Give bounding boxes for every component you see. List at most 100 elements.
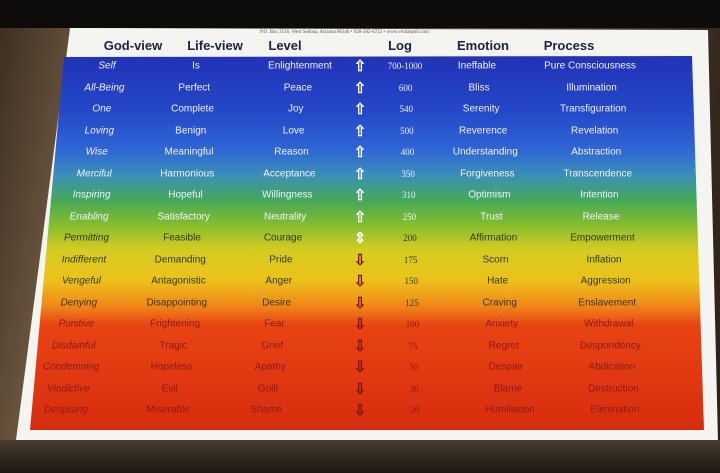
- god-view-cell: Vindictive: [47, 383, 90, 394]
- process-cell: Enslavement: [578, 297, 637, 308]
- header-god-view: God-view: [103, 38, 163, 53]
- life-view-cell: Antagonistic: [151, 275, 206, 287]
- god-view-cell: Merciful: [76, 168, 112, 179]
- arrow-down-icon: ⇩: [353, 380, 367, 398]
- log-cell: 600: [398, 82, 413, 93]
- address-line: P.O. Box 3516, West Sedona, Arizona 8634…: [260, 30, 429, 35]
- god-view-cell: Inspiring: [72, 189, 111, 201]
- level-cell: Shame: [250, 404, 282, 416]
- header-process: Process: [543, 38, 595, 53]
- log-cell: 540: [399, 104, 414, 114]
- emotion-cell: Optimism: [468, 189, 511, 201]
- process-cell: Transfiguration: [559, 103, 627, 115]
- emotion-cell: Craving: [482, 297, 517, 308]
- level-cell: Courage: [263, 232, 303, 244]
- level-cell: Desire: [262, 297, 292, 308]
- log-cell: 20: [410, 405, 420, 415]
- emotion-cell: Blame: [493, 383, 523, 394]
- life-view-cell: Is: [192, 60, 200, 72]
- god-view-cell: One: [92, 103, 112, 115]
- header-emotion: Emotion: [457, 38, 509, 53]
- god-view-cell: Denying: [60, 297, 98, 308]
- log-cell: 200: [403, 233, 417, 243]
- log-cell: 150: [404, 276, 419, 286]
- emotion-cell: Reverence: [459, 125, 508, 136]
- level-cell: Guilt: [257, 383, 279, 394]
- log-cell: 75: [408, 340, 418, 351]
- emotion-cell: Trust: [480, 211, 503, 222]
- god-view-cell: Loving: [84, 125, 115, 136]
- log-cell: 125: [405, 297, 419, 308]
- god-view-cell: Punitive: [58, 318, 95, 330]
- life-view-cell: Meaningful: [164, 146, 214, 158]
- process-cell: Abstraction: [571, 146, 622, 158]
- life-view-cell: Miserable: [146, 404, 190, 416]
- log-cell: 700-1000: [387, 61, 423, 71]
- god-view-cell: Enabling: [69, 211, 109, 222]
- arrow-down-icon: ⇩: [353, 251, 367, 269]
- arrow-up-icon: ⇧: [353, 58, 367, 75]
- arrow-down-icon: ⇩: [353, 337, 367, 355]
- emotion-cell: Scorn: [482, 254, 509, 265]
- log-cell: 175: [403, 254, 418, 265]
- arrow-up-icon: ⇧: [353, 144, 367, 161]
- life-view-cell: Frightening: [149, 318, 201, 330]
- life-view-cell: Complete: [171, 103, 214, 115]
- arrow-down-icon: ⇩: [353, 316, 367, 333]
- emotion-cell: Forgiveness: [460, 168, 515, 179]
- process-cell: Elimination: [590, 404, 640, 416]
- life-view-cell: Tragic: [159, 340, 187, 351]
- god-view-cell: Self: [98, 60, 116, 72]
- process-cell: Abdication: [588, 361, 636, 373]
- level-cell: Willingness: [261, 189, 313, 201]
- life-view-cell: Benign: [175, 125, 207, 136]
- level-cell: Apathy: [254, 361, 286, 373]
- god-view-cell: All-Being: [84, 82, 125, 93]
- arrow-up-icon: ⇧: [353, 101, 367, 118]
- process-cell: Withdrawal: [584, 318, 634, 330]
- process-cell: Revelation: [571, 125, 619, 136]
- god-view-cell: Despising: [44, 404, 88, 416]
- log-cell: 500: [400, 125, 414, 136]
- level-cell: Enlightenment: [268, 60, 332, 72]
- process-cell: Aggression: [580, 275, 631, 287]
- arrow-both-icon: ⇕: [353, 230, 367, 247]
- process-cell: Destruction: [588, 383, 639, 394]
- level-cell: Love: [282, 125, 305, 136]
- emotion-cell: Ineffable: [457, 60, 497, 72]
- life-view-cell: Feasible: [163, 232, 201, 244]
- log-cell: 50: [409, 362, 419, 372]
- arrow-down-icon: ⇩: [353, 273, 367, 290]
- level-cell: Peace: [283, 82, 313, 93]
- life-view-cell: Evil: [161, 383, 178, 394]
- photo-top-edge: [0, 0, 720, 28]
- arrow-up-icon: ⇧: [353, 165, 367, 183]
- log-cell: 250: [402, 211, 417, 222]
- process-cell: Despondency: [579, 340, 641, 351]
- process-cell: Empowerment: [570, 232, 635, 244]
- life-view-cell: Satisfactory: [157, 211, 210, 222]
- life-view-cell: Hopeful: [168, 189, 203, 201]
- emotion-cell: Humiliation: [485, 404, 535, 416]
- arrow-down-icon: ⇩: [353, 294, 367, 312]
- emotion-cell: Understanding: [452, 146, 518, 158]
- emotion-cell: Despair: [488, 361, 524, 373]
- life-view-cell: Perfect: [178, 82, 211, 93]
- process-cell: Inflation: [586, 254, 622, 265]
- arrow-down-icon: ⇩: [353, 359, 367, 376]
- life-view-cell: Disappointing: [146, 297, 208, 308]
- log-cell: 350: [401, 168, 415, 179]
- process-cell: Pure Consciousness: [544, 60, 636, 72]
- emotion-cell: Bliss: [468, 82, 490, 93]
- life-view-cell: Harmonious: [160, 168, 215, 179]
- god-view-cell: Permitting: [63, 232, 110, 244]
- life-view-cell: Demanding: [154, 254, 206, 265]
- level-cell: Acceptance: [263, 168, 316, 179]
- god-view-cell: Indifferent: [61, 254, 107, 265]
- photo-bottom-edge: [0, 440, 720, 473]
- emotion-cell: Affirmation: [469, 232, 518, 244]
- level-cell: Anger: [265, 275, 293, 287]
- level-cell: Pride: [269, 254, 293, 265]
- level-cell: Joy: [287, 103, 304, 115]
